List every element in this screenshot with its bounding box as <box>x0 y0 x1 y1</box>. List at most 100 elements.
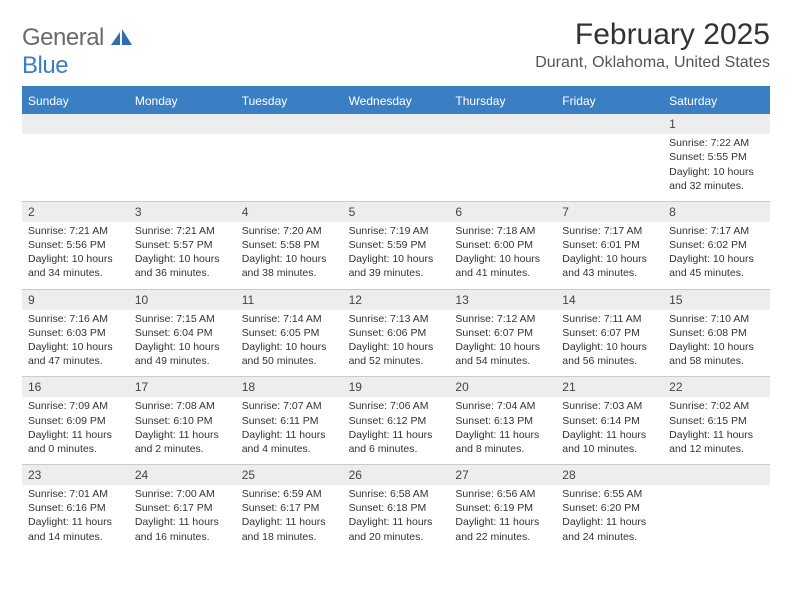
weekday-header: Saturday <box>663 88 770 114</box>
daylight-text: Daylight: 10 hours and 34 minutes. <box>28 252 123 280</box>
daylight-text: Daylight: 10 hours and 58 minutes. <box>669 340 764 368</box>
day-number-cell: 23 <box>22 464 129 485</box>
weekday-header: Tuesday <box>236 88 343 114</box>
day-number-cell: 14 <box>556 289 663 310</box>
sunset-text: Sunset: 6:10 PM <box>135 414 230 428</box>
day-body-cell: Sunrise: 7:20 AMSunset: 5:58 PMDaylight:… <box>236 222 343 289</box>
day-body-cell: Sunrise: 7:17 AMSunset: 6:02 PMDaylight:… <box>663 222 770 289</box>
day-number-cell <box>556 114 663 134</box>
daylight-text: Daylight: 11 hours and 0 minutes. <box>28 428 123 456</box>
daylight-text: Daylight: 11 hours and 4 minutes. <box>242 428 337 456</box>
sunrise-text: Sunrise: 7:11 AM <box>562 312 657 326</box>
day-body-cell: Sunrise: 7:19 AMSunset: 5:59 PMDaylight:… <box>343 222 450 289</box>
sunset-text: Sunset: 6:15 PM <box>669 414 764 428</box>
daylight-text: Daylight: 11 hours and 2 minutes. <box>135 428 230 456</box>
brand-logo: General Blue <box>22 18 133 80</box>
sunrise-text: Sunrise: 7:14 AM <box>242 312 337 326</box>
day-number-cell: 11 <box>236 289 343 310</box>
weekday-header: Sunday <box>22 88 129 114</box>
day-number-cell: 8 <box>663 201 770 222</box>
daylight-text: Daylight: 11 hours and 16 minutes. <box>135 515 230 543</box>
daylight-text: Daylight: 10 hours and 43 minutes. <box>562 252 657 280</box>
day-number-cell <box>129 114 236 134</box>
day-number-cell: 19 <box>343 376 450 397</box>
sunset-text: Sunset: 6:12 PM <box>349 414 444 428</box>
sunset-text: Sunset: 6:13 PM <box>455 414 550 428</box>
sunrise-text: Sunrise: 6:59 AM <box>242 487 337 501</box>
daylight-text: Daylight: 10 hours and 45 minutes. <box>669 252 764 280</box>
sunset-text: Sunset: 6:04 PM <box>135 326 230 340</box>
day-number-cell: 4 <box>236 201 343 222</box>
sunset-text: Sunset: 6:17 PM <box>135 501 230 515</box>
day-number-cell <box>236 114 343 134</box>
daylight-text: Daylight: 10 hours and 47 minutes. <box>28 340 123 368</box>
sunrise-text: Sunrise: 6:58 AM <box>349 487 444 501</box>
daylight-text: Daylight: 10 hours and 39 minutes. <box>349 252 444 280</box>
day-number-cell: 16 <box>22 376 129 397</box>
day-body-cell: Sunrise: 7:03 AMSunset: 6:14 PMDaylight:… <box>556 397 663 464</box>
sunrise-text: Sunrise: 7:17 AM <box>669 224 764 238</box>
day-body-cell: Sunrise: 7:09 AMSunset: 6:09 PMDaylight:… <box>22 397 129 464</box>
day-body-cell: Sunrise: 7:06 AMSunset: 6:12 PMDaylight:… <box>343 397 450 464</box>
sunset-text: Sunset: 6:11 PM <box>242 414 337 428</box>
weekday-header: Monday <box>129 88 236 114</box>
sunset-text: Sunset: 5:59 PM <box>349 238 444 252</box>
sunrise-text: Sunrise: 7:00 AM <box>135 487 230 501</box>
daylight-text: Daylight: 10 hours and 32 minutes. <box>669 165 764 193</box>
day-body-cell: Sunrise: 7:10 AMSunset: 6:08 PMDaylight:… <box>663 310 770 377</box>
day-number-cell: 18 <box>236 376 343 397</box>
sunset-text: Sunset: 5:56 PM <box>28 238 123 252</box>
day-body-cell: Sunrise: 7:08 AMSunset: 6:10 PMDaylight:… <box>129 397 236 464</box>
day-body-cell: Sunrise: 7:04 AMSunset: 6:13 PMDaylight:… <box>449 397 556 464</box>
day-body-cell: Sunrise: 6:59 AMSunset: 6:17 PMDaylight:… <box>236 485 343 552</box>
title-block: February 2025 Durant, Oklahoma, United S… <box>535 18 770 72</box>
day-body-cell: Sunrise: 6:55 AMSunset: 6:20 PMDaylight:… <box>556 485 663 552</box>
sunrise-text: Sunrise: 7:16 AM <box>28 312 123 326</box>
sunset-text: Sunset: 6:07 PM <box>562 326 657 340</box>
day-number-cell: 21 <box>556 376 663 397</box>
brand-text-2: Blue <box>22 52 68 79</box>
weekday-header: Wednesday <box>343 88 450 114</box>
daylight-text: Daylight: 11 hours and 24 minutes. <box>562 515 657 543</box>
daylight-text: Daylight: 11 hours and 12 minutes. <box>669 428 764 456</box>
daylight-text: Daylight: 11 hours and 14 minutes. <box>28 515 123 543</box>
day-body-cell: Sunrise: 7:13 AMSunset: 6:06 PMDaylight:… <box>343 310 450 377</box>
daylight-text: Daylight: 10 hours and 54 minutes. <box>455 340 550 368</box>
sunset-text: Sunset: 6:18 PM <box>349 501 444 515</box>
sunrise-text: Sunrise: 7:22 AM <box>669 136 764 150</box>
day-body-cell <box>663 485 770 552</box>
brand-text-1: General <box>22 24 104 51</box>
day-number-cell: 12 <box>343 289 450 310</box>
day-number-cell: 9 <box>22 289 129 310</box>
day-body-cell <box>129 134 236 201</box>
weekday-header: Thursday <box>449 88 556 114</box>
day-body-cell: Sunrise: 7:22 AMSunset: 5:55 PMDaylight:… <box>663 134 770 201</box>
day-body-cell <box>556 134 663 201</box>
day-number-cell: 28 <box>556 464 663 485</box>
sunrise-text: Sunrise: 7:19 AM <box>349 224 444 238</box>
day-body-cell: Sunrise: 6:56 AMSunset: 6:19 PMDaylight:… <box>449 485 556 552</box>
sunrise-text: Sunrise: 7:15 AM <box>135 312 230 326</box>
day-body-cell: Sunrise: 7:14 AMSunset: 6:05 PMDaylight:… <box>236 310 343 377</box>
daylight-text: Daylight: 11 hours and 6 minutes. <box>349 428 444 456</box>
sunset-text: Sunset: 6:14 PM <box>562 414 657 428</box>
day-number-cell: 5 <box>343 201 450 222</box>
sunset-text: Sunset: 6:06 PM <box>349 326 444 340</box>
calendar-page: General Blue February 2025 Durant, Oklah… <box>0 0 792 562</box>
sunrise-text: Sunrise: 7:07 AM <box>242 399 337 413</box>
sunset-text: Sunset: 6:09 PM <box>28 414 123 428</box>
day-body-cell: Sunrise: 7:18 AMSunset: 6:00 PMDaylight:… <box>449 222 556 289</box>
sunset-text: Sunset: 6:07 PM <box>455 326 550 340</box>
month-title: February 2025 <box>535 18 770 52</box>
sunrise-text: Sunrise: 6:56 AM <box>455 487 550 501</box>
day-number-cell: 27 <box>449 464 556 485</box>
location-text: Durant, Oklahoma, United States <box>535 54 770 72</box>
sunset-text: Sunset: 6:17 PM <box>242 501 337 515</box>
daylight-text: Daylight: 11 hours and 22 minutes. <box>455 515 550 543</box>
sunrise-text: Sunrise: 7:03 AM <box>562 399 657 413</box>
day-number-cell <box>449 114 556 134</box>
sunrise-text: Sunrise: 7:13 AM <box>349 312 444 326</box>
day-number-cell: 20 <box>449 376 556 397</box>
daylight-text: Daylight: 10 hours and 50 minutes. <box>242 340 337 368</box>
sunrise-text: Sunrise: 7:12 AM <box>455 312 550 326</box>
